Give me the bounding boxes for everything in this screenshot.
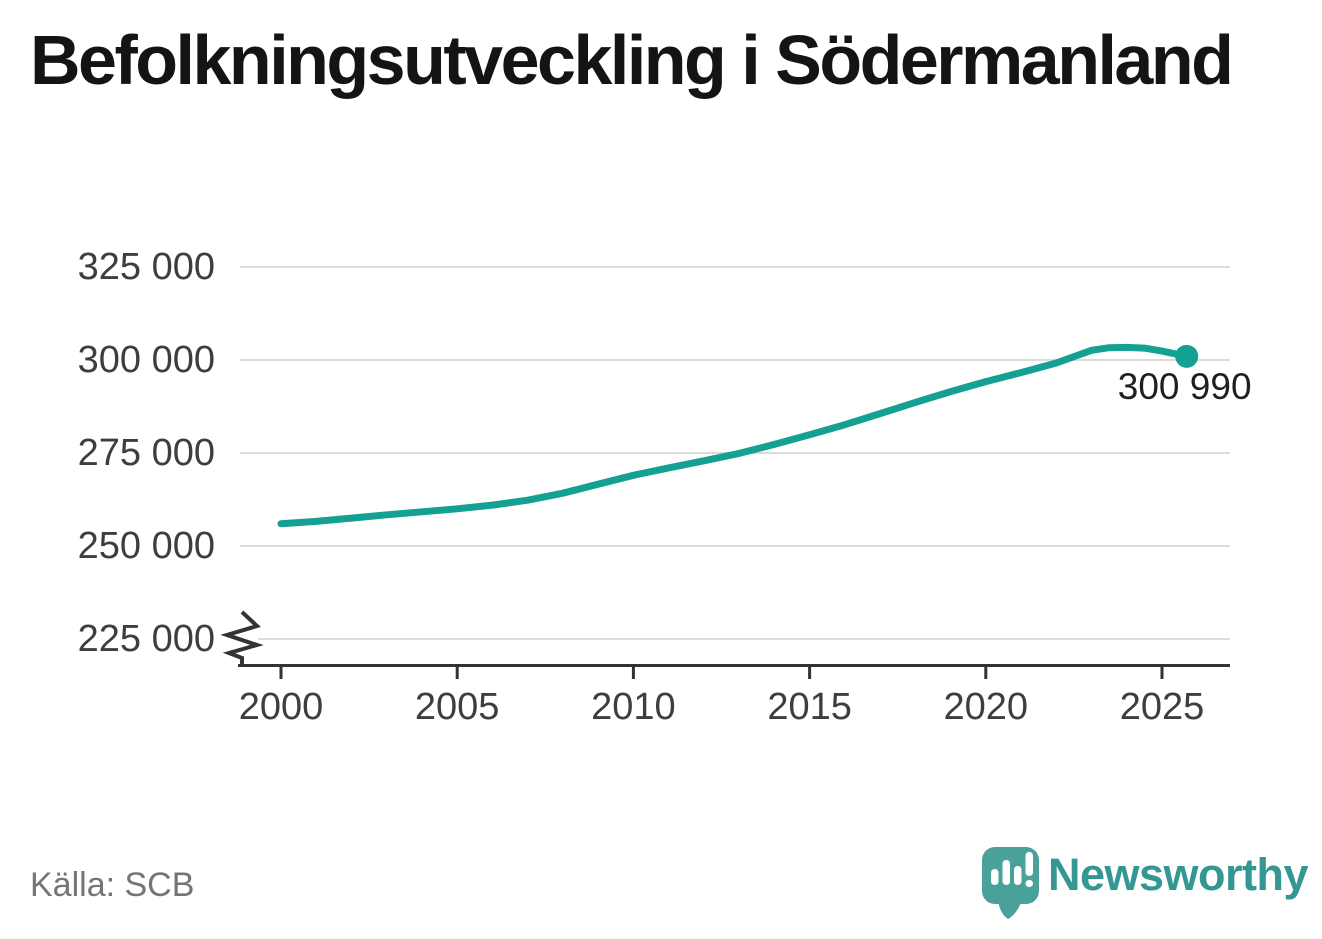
x-axis — [238, 664, 1230, 679]
newsworthy-logo-icon — [982, 847, 1039, 919]
x-tick-label: 2015 — [767, 686, 852, 728]
y-tick-label: 250 000 — [77, 525, 215, 567]
x-tick-label: 2010 — [591, 686, 676, 728]
end-value-label: 300 990 — [1117, 366, 1252, 408]
end-point-marker — [1175, 344, 1199, 368]
x-tick-label: 2000 — [238, 686, 324, 728]
axis-break-icon — [220, 610, 264, 666]
y-tick-label: 325 000 — [77, 246, 215, 288]
x-tick-label: 2025 — [1119, 686, 1205, 728]
chart-title: Befolkningsutveckling i Södermanland — [30, 21, 1234, 99]
x-tick-label: 2020 — [943, 686, 1029, 728]
source-note: Källa: SCB — [30, 866, 195, 904]
x-tick-label: 2005 — [414, 686, 500, 728]
y-tick-label: 275 000 — [77, 432, 215, 474]
y-tick-label: 300 000 — [77, 339, 215, 381]
y-tick-label: 225 000 — [77, 618, 215, 660]
population-line — [277, 343, 1191, 528]
newsworthy-logo-text: Newsworthy — [1048, 849, 1309, 900]
